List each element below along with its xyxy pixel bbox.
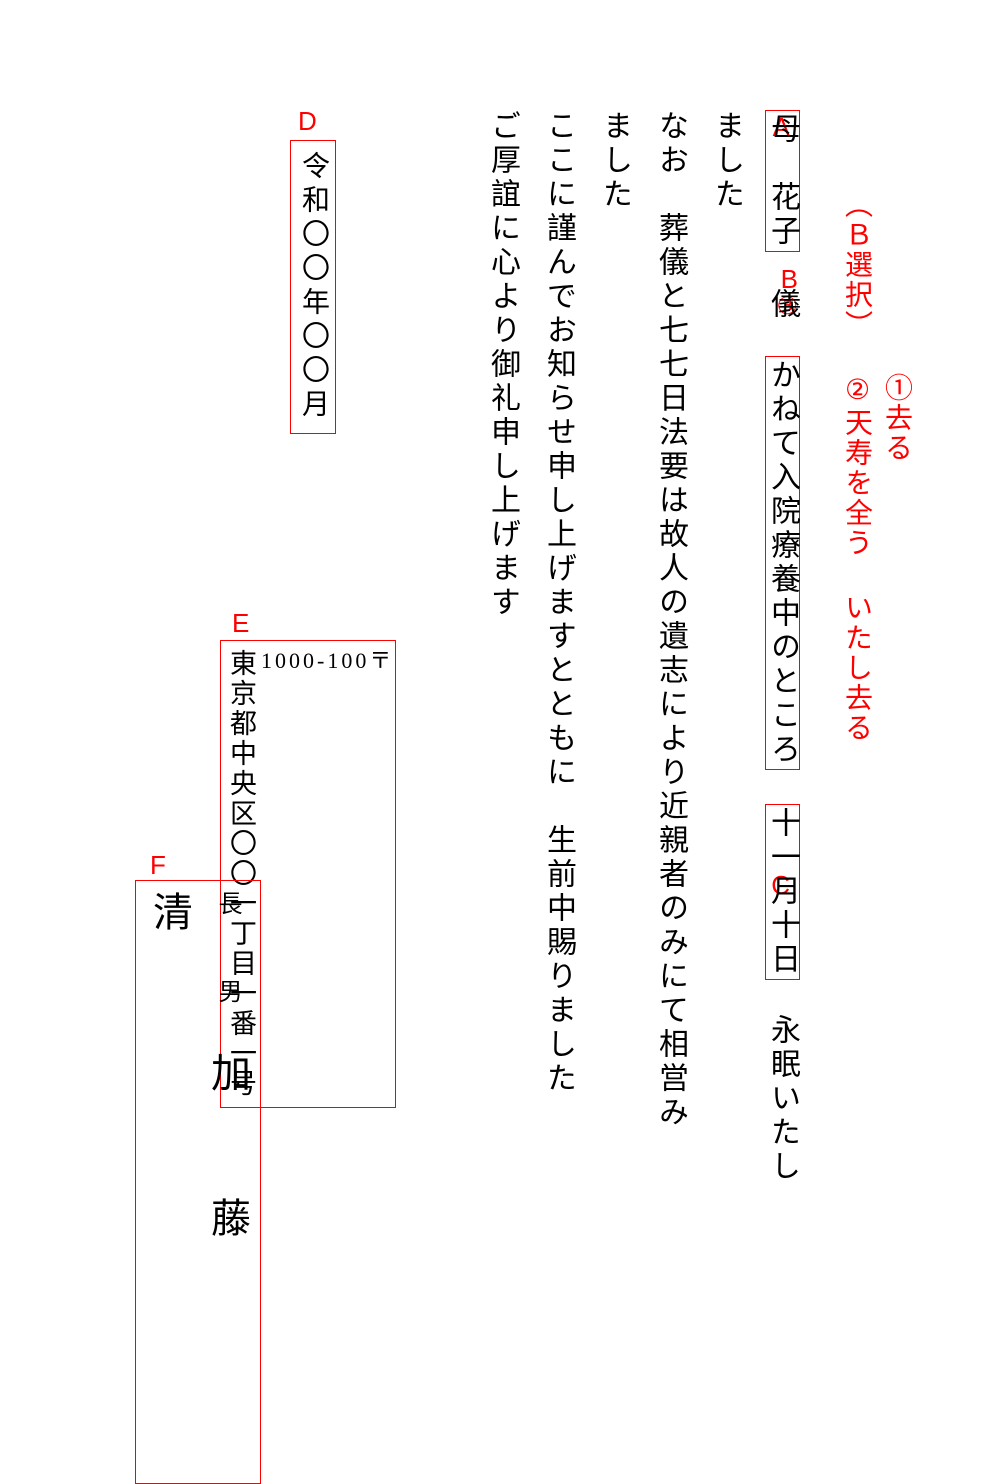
option-suffix: いたし去る (841, 593, 872, 743)
line-2: ました (698, 110, 754, 1370)
label-e: E (232, 608, 249, 639)
line-5: ここに謹んでお知らせ申し上げますとともに 生前中賜りました (530, 110, 586, 1370)
label-d: D (298, 106, 317, 137)
box-b: かねて入院療養中のところ (765, 356, 800, 770)
option1-num: ① (881, 373, 912, 403)
main-body-text: 母 花子 儀 かねて入院療養中のところ 十一月十日 永眠いたし ました なお 葬… (474, 110, 810, 1370)
date-text: 令和〇〇年〇〇月 (298, 151, 329, 423)
postal-dash: - (317, 649, 327, 673)
line-3: なお 葬儀と七七日法要は故人の遺志により近親者のみにて相営み (642, 110, 698, 1370)
bselect-header: （Ｂ選択） (841, 190, 872, 340)
line-1: 母 花子 儀 かねて入院療養中のところ 十一月十日 永眠いたし (754, 110, 810, 1370)
line-4: ました (586, 110, 642, 1370)
postal-top: 100 (327, 649, 369, 673)
option2-num: ② (841, 373, 872, 408)
line1-mid: 儀 (766, 254, 799, 356)
box-a: 母 花子 (765, 110, 800, 252)
box-c: 十一月十日 (765, 804, 800, 980)
option1-text: 去る (881, 403, 912, 463)
line-6: ご厚誼に心より御礼申し上げます (474, 110, 530, 1370)
option2-text: 天寿を全う (841, 408, 872, 558)
box-f: 長 男 加 藤 清 (135, 880, 261, 1484)
line1-post: 永眠いたし (766, 980, 799, 1184)
box-d: 令和〇〇年〇〇月 (290, 140, 336, 434)
b-select-options: （Ｂ選択） ①去る ②天寿を全う いたし去る (836, 190, 920, 743)
postal-bot: 1000 (261, 649, 317, 673)
relation-text: 長 男 (214, 891, 240, 1023)
postal-mark: 〒 (369, 649, 394, 673)
label-f: F (150, 850, 166, 881)
